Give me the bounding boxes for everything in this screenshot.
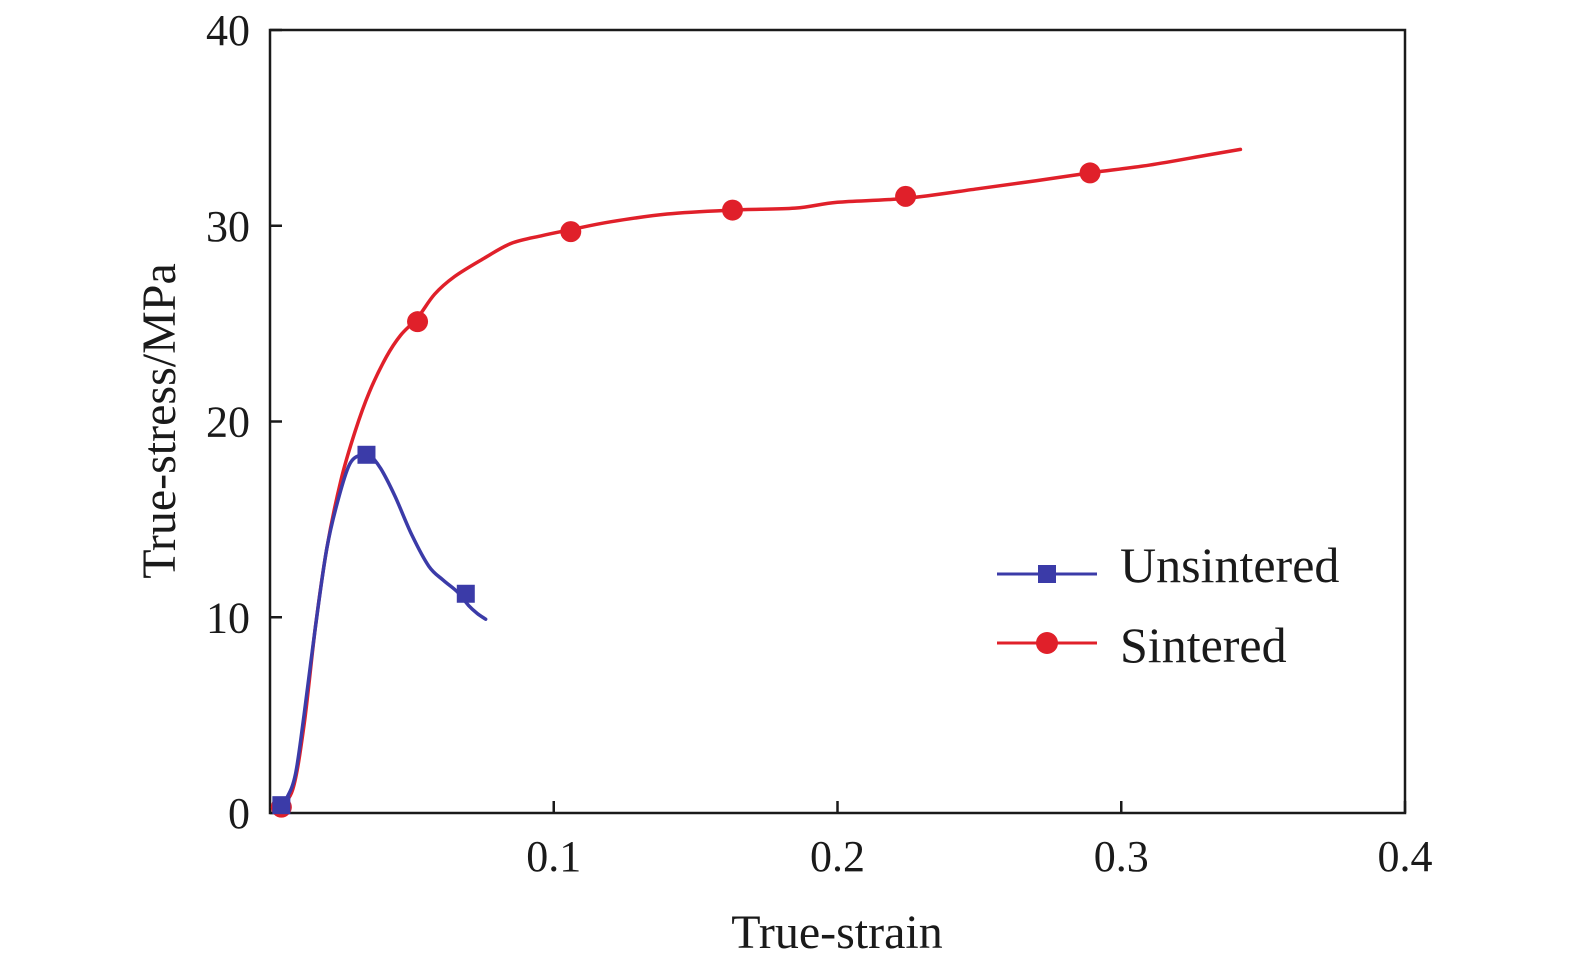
series-line-sintered bbox=[276, 147, 1243, 809]
legend-label-unsintered: Unsintered bbox=[1120, 537, 1339, 593]
y-axis-title: True-stress/MPa bbox=[133, 263, 186, 579]
x-tick-label: 0.3 bbox=[1094, 832, 1149, 881]
data-point-unsintered bbox=[456, 584, 475, 603]
series-line-unsintered bbox=[276, 451, 488, 807]
data-point-sintered bbox=[1079, 162, 1101, 184]
y-tick-label: 10 bbox=[206, 593, 250, 642]
data-point-sintered bbox=[407, 311, 429, 333]
data-point-unsintered bbox=[272, 796, 291, 815]
series-layer bbox=[276, 147, 1243, 809]
legend-item-unsintered: Unsintered bbox=[997, 537, 1339, 593]
legend-item-sintered: Sintered bbox=[997, 617, 1287, 673]
x-tick-label: 0.1 bbox=[526, 832, 581, 881]
legend-marker-sintered bbox=[1036, 632, 1058, 654]
data-point-sintered bbox=[722, 199, 744, 221]
y-tick-label: 40 bbox=[206, 6, 250, 55]
tick-labels: 0.1 0.2 0.3 0.4 0 10 20 30 40 bbox=[206, 6, 1433, 881]
legend-label-sintered: Sintered bbox=[1120, 617, 1287, 673]
x-tick-label: 0.4 bbox=[1378, 832, 1433, 881]
data-point-sintered bbox=[895, 185, 917, 207]
plot-frame bbox=[268, 28, 1407, 815]
data-point-unsintered bbox=[357, 445, 376, 464]
y-tick-label: 20 bbox=[206, 398, 250, 447]
axis-ticks bbox=[270, 28, 1407, 815]
legend: Unsintered Sintered bbox=[997, 537, 1339, 673]
x-tick-label: 0.2 bbox=[810, 832, 865, 881]
y-tick-label: 0 bbox=[228, 789, 250, 838]
legend-marker-unsintered bbox=[1038, 565, 1056, 583]
y-tick-label: 30 bbox=[206, 202, 250, 251]
x-axis-title: True-strain bbox=[731, 906, 943, 959]
data-point-sintered bbox=[560, 221, 582, 243]
marker-layer bbox=[270, 162, 1101, 818]
